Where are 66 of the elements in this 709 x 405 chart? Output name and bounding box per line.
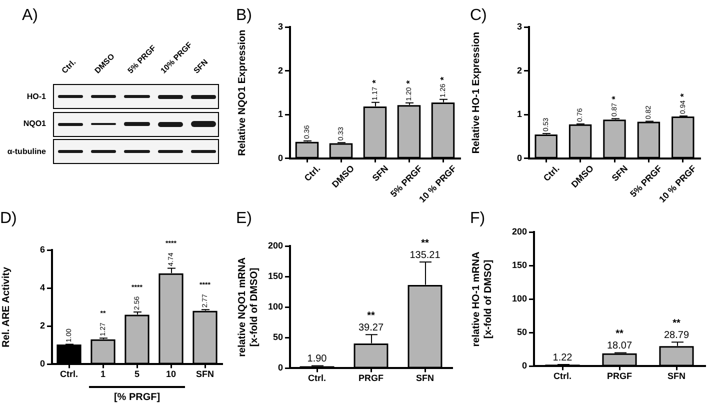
y-tick-label: 3 [516, 22, 522, 32]
x-tick-label: Ctrl. [308, 373, 326, 384]
x-tick-label: Ctrl. [302, 163, 322, 184]
y-tick-label: 0 [278, 362, 283, 373]
annotation: * [370, 79, 380, 84]
y-axis-title: relative NQO1 mRNA [x-fold of DMSO] [236, 257, 260, 357]
x-tick-label: 10 [166, 369, 176, 380]
y-tick-label: 100 [268, 302, 283, 312]
x-tick-label: 1 [100, 369, 106, 380]
chart-title: E) [236, 210, 252, 228]
x-tick-label: PRGF [358, 373, 384, 384]
y-axis-title: Relative NQO1 Expression [236, 30, 248, 156]
chart-title: F) [470, 210, 486, 228]
annotation: ** [367, 310, 375, 322]
y-tick-label: 200 [512, 226, 527, 237]
category-label: α-tubuline [7, 146, 46, 156]
y-axis-title: relative HO-1 mRNA [x-fold of DMSO] [470, 252, 494, 347]
y-tick-label: 3 [278, 22, 283, 32]
x-axis-title: [% PRGF] [114, 392, 160, 403]
annotation: ** [672, 318, 680, 329]
y-tick-label: 2 [278, 65, 283, 76]
annotation: * [438, 76, 448, 80]
x-tick-label: SFN [668, 371, 686, 382]
y-tick-label: 0 [40, 358, 45, 369]
data-label: 18.07 [606, 340, 632, 352]
category-label: HO-1 [26, 92, 46, 100]
x-tick-label: 5 [134, 369, 140, 380]
y-tick-label: 1 [516, 109, 522, 120]
y-tick-label: 2 [516, 65, 522, 76]
y-tick-label: 150 [512, 260, 527, 270]
category-label: Ctrl. [60, 58, 78, 76]
chart-title: B) [236, 7, 252, 24]
x-tick-label: PRGF [606, 371, 632, 382]
annotation: ** [616, 328, 624, 340]
x-tick-label: Ctrl. [60, 369, 78, 380]
y-tick-label: 100 [512, 294, 527, 304]
y-axis-title: Rel. ARE Activity [0, 266, 12, 348]
y-tick-label: 0 [522, 360, 527, 371]
x-tick-label: Ctrl. [554, 371, 572, 382]
y-tick-label: 2 [40, 320, 45, 331]
chart-title: C) [470, 7, 487, 24]
annotation: * [678, 92, 688, 97]
y-tick-label: 50 [272, 332, 283, 342]
data-label: 39.27 [358, 322, 384, 334]
x-tick-label: SFN [416, 373, 434, 384]
y-tick-label: 4 [40, 282, 45, 293]
annotation: ** [421, 238, 429, 249]
y-tick-label: 0 [278, 152, 283, 163]
data-label: 1.90 [307, 354, 328, 365]
y-tick-label: 50 [516, 327, 527, 338]
annotation: * [610, 96, 620, 100]
chart-title: D) [0, 210, 17, 228]
text: A) [22, 6, 38, 25]
y-tick-label: 1 [278, 109, 283, 120]
x-tick-label: SFN [196, 369, 214, 380]
annotation: * [404, 80, 414, 84]
y-tick-label: 150 [268, 271, 283, 282]
x-tick-label: Ctrl. [541, 163, 562, 184]
y-tick-label: 0 [516, 152, 522, 163]
data-label: 28.79 [664, 330, 690, 341]
data-label: 135.21 [410, 250, 441, 261]
y-tick-label: 200 [268, 240, 283, 251]
y-tick-label: 6 [40, 244, 45, 255]
data-label: 1.22 [552, 352, 573, 364]
y-axis-title: Relative HO-1 Expression [470, 32, 482, 154]
category-label: NQO1 [23, 119, 46, 128]
